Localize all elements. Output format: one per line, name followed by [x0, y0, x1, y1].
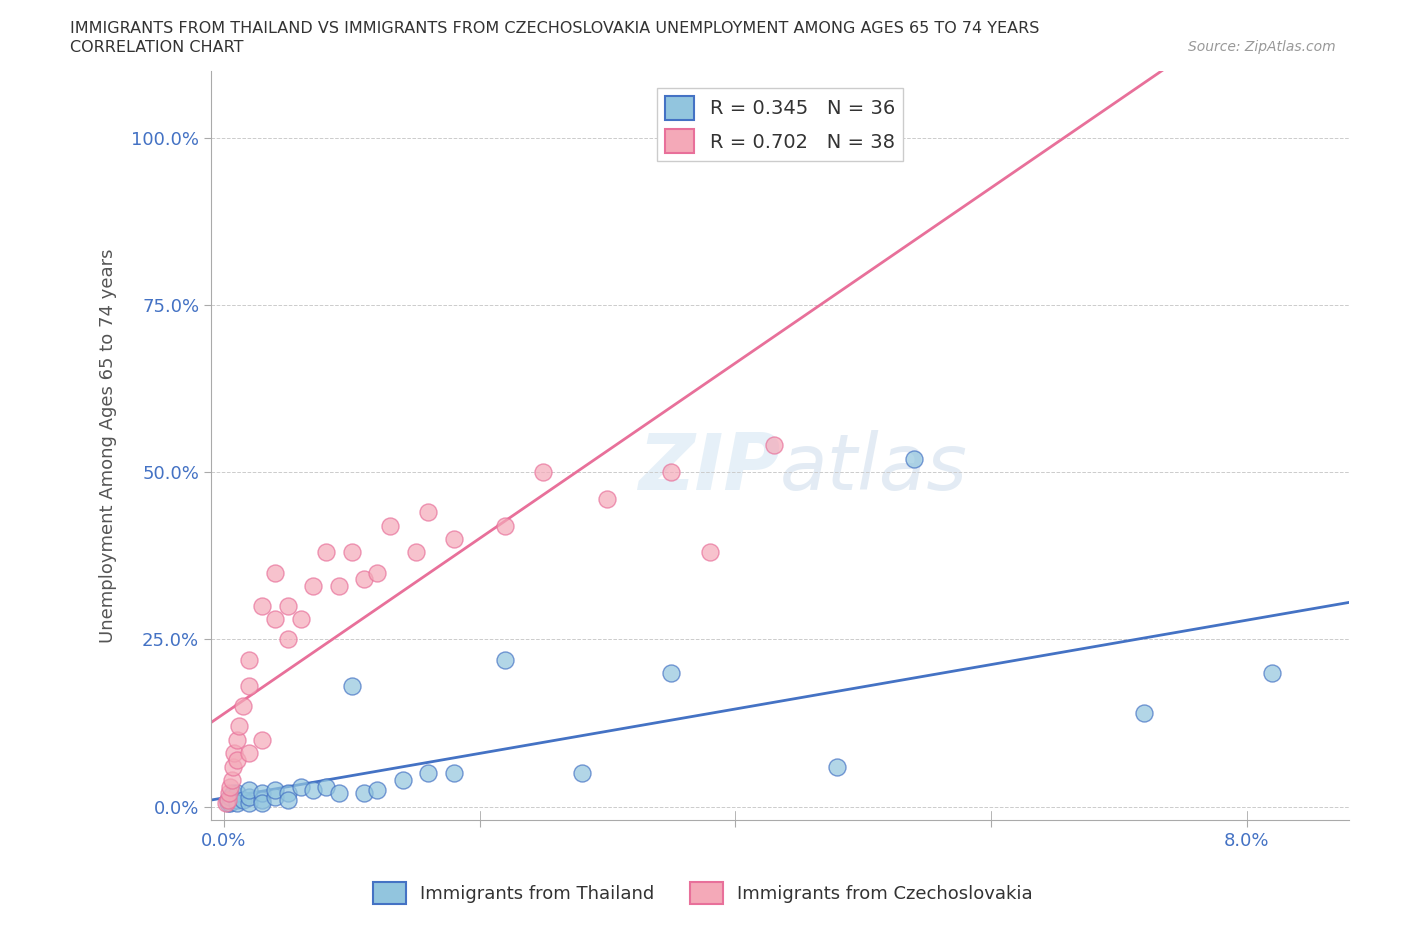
Point	[494, 652, 516, 667]
Point	[250, 792, 273, 807]
Point	[225, 732, 247, 747]
Text: Source: ZipAtlas.com: Source: ZipAtlas.com	[1188, 40, 1336, 54]
Legend: Immigrants from Thailand, Immigrants from Czechoslovakia: Immigrants from Thailand, Immigrants fro…	[366, 875, 1040, 911]
Point	[232, 699, 254, 714]
Point	[277, 599, 299, 614]
Point	[378, 518, 401, 533]
Point	[1261, 666, 1284, 681]
Y-axis label: Unemployment Among Ages 65 to 74 years: Unemployment Among Ages 65 to 74 years	[100, 248, 117, 643]
Point	[1133, 706, 1156, 721]
Point	[217, 796, 239, 811]
Point	[443, 532, 465, 547]
Point	[827, 759, 849, 774]
Point	[328, 786, 350, 801]
Point	[238, 796, 260, 811]
Point	[222, 746, 245, 761]
Point	[340, 545, 363, 560]
Point	[290, 612, 312, 627]
Point	[225, 792, 247, 807]
Point	[827, 130, 849, 145]
Point	[264, 782, 287, 797]
Point	[596, 492, 619, 507]
Point	[225, 796, 247, 811]
Point	[222, 759, 245, 774]
Point	[215, 796, 238, 811]
Point	[219, 779, 242, 794]
Point	[290, 779, 312, 794]
Point	[264, 790, 287, 804]
Text: ZIP: ZIP	[638, 430, 780, 506]
Point	[238, 746, 260, 761]
Point	[762, 438, 785, 453]
Point	[264, 565, 287, 580]
Point	[250, 796, 273, 811]
Point	[418, 505, 440, 520]
Point	[219, 790, 242, 804]
Point	[659, 666, 682, 681]
Point	[238, 652, 260, 667]
Point	[315, 545, 337, 560]
Point	[302, 782, 325, 797]
Point	[302, 578, 325, 593]
Point	[238, 782, 260, 797]
Point	[353, 572, 375, 587]
Point	[366, 782, 388, 797]
Point	[228, 719, 250, 734]
Point	[217, 792, 239, 807]
Point	[225, 752, 247, 767]
Point	[443, 765, 465, 780]
Text: atlas: atlas	[780, 430, 967, 506]
Point	[250, 786, 273, 801]
Text: IMMIGRANTS FROM THAILAND VS IMMIGRANTS FROM CZECHOSLOVAKIA UNEMPLOYMENT AMONG AG: IMMIGRANTS FROM THAILAND VS IMMIGRANTS F…	[70, 21, 1039, 36]
Text: CORRELATION CHART: CORRELATION CHART	[70, 40, 243, 55]
Point	[418, 765, 440, 780]
Point	[328, 578, 350, 593]
Point	[264, 612, 287, 627]
Point	[315, 779, 337, 794]
Point	[533, 465, 555, 480]
Point	[353, 786, 375, 801]
Point	[225, 786, 247, 801]
Point	[219, 796, 242, 811]
Legend: R = 0.345   N = 36, R = 0.702   N = 38: R = 0.345 N = 36, R = 0.702 N = 38	[657, 88, 903, 161]
Point	[903, 451, 925, 466]
Point	[217, 792, 239, 807]
Point	[250, 732, 273, 747]
Point	[340, 679, 363, 694]
Point	[391, 773, 413, 788]
Point	[277, 792, 299, 807]
Point	[699, 545, 721, 560]
Point	[221, 773, 243, 788]
Point	[232, 792, 254, 807]
Point	[250, 599, 273, 614]
Point	[405, 545, 427, 560]
Point	[366, 565, 388, 580]
Point	[238, 679, 260, 694]
Point	[277, 632, 299, 647]
Point	[238, 790, 260, 804]
Point	[659, 465, 682, 480]
Point	[494, 518, 516, 533]
Point	[222, 786, 245, 801]
Point	[218, 786, 240, 801]
Point	[571, 765, 593, 780]
Point	[277, 786, 299, 801]
